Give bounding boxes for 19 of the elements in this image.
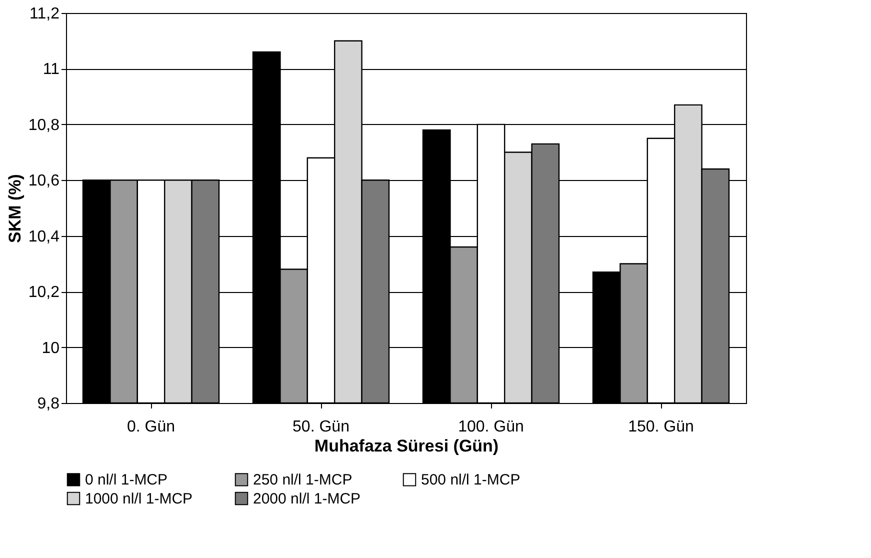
y-tick-label: 10 [42, 340, 60, 357]
x-tick-label: 0. Gün [126, 418, 176, 436]
x-tick-label: 100. Gün [458, 418, 524, 436]
y-axis-title: SKM (%) [5, 174, 24, 243]
y-tick-label: 10,2 [28, 284, 60, 302]
legend-label: 2000 nl/l 1-MCP [253, 490, 361, 508]
legend-label: 250 nl/l 1-MCP [253, 472, 352, 489]
y-tick-label: 11,2 [30, 6, 60, 22]
y-tick-label: 10,8 [28, 116, 60, 134]
legend-label: 0 nl/l 1-MCP [85, 472, 168, 489]
y-tick-label: 9,8 [37, 396, 60, 412]
y-tick-label: 10,4 [28, 228, 60, 246]
y-tick-label: 10,6 [28, 172, 60, 190]
x-tick-label: 50. Gün [292, 418, 350, 436]
legend-label: 1000 nl/l 1-MCP [85, 490, 193, 508]
x-tick-label: 150. Gün [628, 418, 694, 436]
y-tick-label: 11 [42, 61, 60, 78]
legend-label: 500 nl/l 1-MCP [421, 472, 520, 489]
x-axis-title: Muhafaza Süresi (Gün) [314, 436, 499, 456]
